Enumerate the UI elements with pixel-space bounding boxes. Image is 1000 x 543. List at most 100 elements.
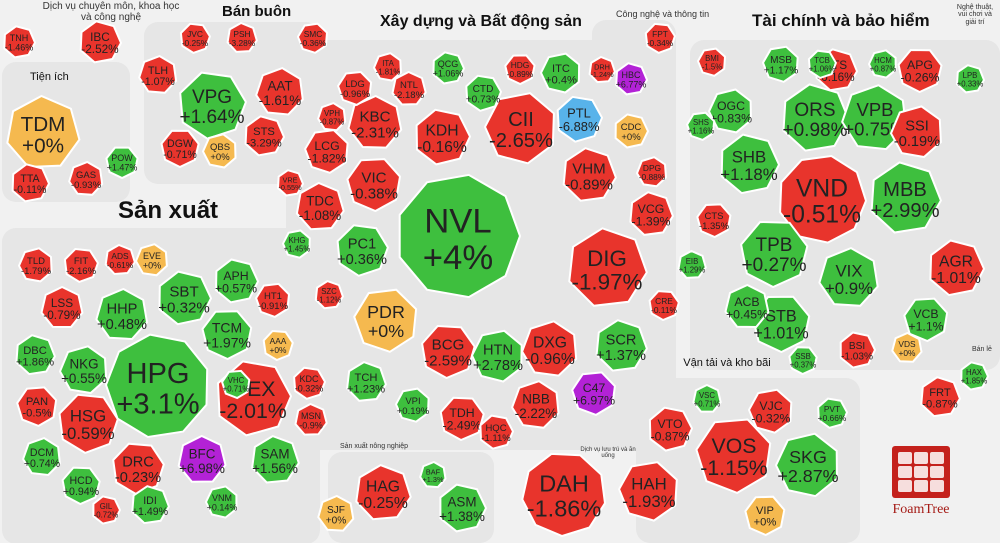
stock-cell[interactable]: SJF+0% [317, 494, 355, 532]
stock-cell[interactable]: ASM+1.38% [439, 483, 488, 533]
stock-cell[interactable]: TNH-1.46% [3, 25, 37, 59]
stock-cell-shape[interactable] [556, 95, 604, 143]
stock-cell-shape[interactable] [16, 386, 58, 428]
stock-cell-shape[interactable] [336, 224, 390, 277]
stock-cell-shape[interactable] [160, 129, 200, 169]
stock-cell-shape[interactable] [179, 71, 248, 140]
stock-cell-shape[interactable] [63, 247, 100, 284]
stock-cell[interactable]: DRC-0.23% [112, 442, 165, 496]
stock-cell-shape[interactable] [891, 331, 923, 363]
stock-cell-shape[interactable] [17, 247, 53, 283]
stock-cell[interactable]: ITC+0.4% [539, 52, 581, 94]
stock-cell-shape[interactable] [40, 285, 84, 329]
stock-cell[interactable]: QCG+1.06% [432, 51, 466, 85]
stock-cell[interactable]: CDC+0% [614, 113, 650, 149]
stock-cell-shape[interactable] [470, 329, 523, 383]
stock-cell-shape[interactable] [510, 380, 560, 429]
stock-cell[interactable]: LPB+0.33% [955, 64, 986, 94]
stock-cell-shape[interactable] [296, 22, 329, 54]
stock-cell-shape[interactable] [134, 243, 168, 277]
stock-cell[interactable]: VCG-1.39% [629, 191, 675, 236]
stock-cell[interactable]: DRH-1.24% [588, 55, 617, 84]
stock-cell-shape[interactable] [929, 239, 986, 297]
stock-cell-shape[interactable] [262, 329, 294, 362]
stock-cell[interactable]: VPG+1.64% [179, 71, 248, 140]
stock-cell-shape[interactable] [788, 346, 818, 376]
stock-cell-shape[interactable] [839, 331, 877, 369]
stock-cell-shape[interactable] [131, 485, 171, 525]
stock-cell[interactable]: IDI+1.49% [131, 485, 171, 525]
stock-cell-shape[interactable] [251, 434, 300, 484]
stock-cell-shape[interactable] [696, 203, 732, 239]
stock-cell[interactable]: LDG-0.96% [336, 70, 373, 107]
stock-cell[interactable]: PSH-3.28% [226, 21, 258, 53]
stock-cell[interactable]: ACB+0.45% [724, 283, 770, 329]
stock-cell[interactable]: VSC+0.71% [692, 383, 722, 413]
stock-cell[interactable]: SSB+0.37% [788, 346, 818, 376]
stock-cell[interactable]: TDH-2.49% [439, 396, 485, 442]
stock-cell[interactable]: VRE-0.55% [276, 169, 305, 197]
stock-cell[interactable]: HCD+0.94% [61, 466, 101, 506]
stock-cell[interactable]: BFC+6.98% [177, 434, 227, 483]
stock-cell-shape[interactable] [889, 105, 942, 159]
stock-cell-shape[interactable] [201, 310, 253, 361]
stock-cell[interactable]: FRT-0.87% [920, 376, 962, 418]
stock-cell-shape[interactable] [439, 396, 485, 442]
stock-cell[interactable]: KDC-0.32% [293, 366, 327, 400]
stock-cell[interactable]: HT1-0.91% [254, 282, 291, 319]
stock-cell-shape[interactable] [779, 154, 868, 244]
stock-cell-shape[interactable] [439, 483, 488, 533]
stock-cell-shape[interactable] [68, 160, 104, 196]
stock-cell[interactable]: C47+6.97% [571, 371, 616, 417]
stock-cell-shape[interactable] [221, 369, 251, 400]
stock-cell[interactable]: VHC+0.71% [221, 369, 251, 400]
stock-cell-shape[interactable] [588, 55, 617, 84]
stock-cell-shape[interactable] [761, 45, 799, 83]
stock-cell-shape[interactable] [244, 115, 286, 157]
stock-cell-shape[interactable] [391, 70, 427, 106]
stock-cell-shape[interactable] [11, 163, 51, 203]
stock-cell-shape[interactable] [568, 227, 648, 307]
stock-cell[interactable]: DPG-0.88% [635, 156, 668, 188]
stock-cell[interactable]: HTN+2.78% [470, 329, 523, 383]
stock-cell[interactable]: SKG+2.87% [774, 432, 839, 498]
stock-cell[interactable]: DXG-0.96% [520, 320, 578, 377]
stock-cell-shape[interactable] [346, 158, 402, 213]
stock-cell[interactable]: MSN-0.9% [294, 402, 328, 436]
stock-cell-shape[interactable] [955, 64, 986, 94]
stock-cell-shape[interactable] [720, 133, 781, 195]
stock-cell-shape[interactable] [629, 191, 675, 236]
stock-cell-shape[interactable] [415, 108, 472, 166]
stock-cell-shape[interactable] [105, 146, 139, 180]
stock-cell[interactable]: APH+0.57% [215, 258, 260, 304]
stock-cell[interactable]: BSI-1.03% [839, 331, 877, 369]
stock-cell-shape[interactable] [692, 383, 722, 413]
stock-cell-shape[interactable] [6, 94, 81, 169]
stock-cell[interactable]: PDR+0% [353, 288, 418, 353]
stock-cell[interactable]: TPB+0.27% [740, 220, 809, 289]
stock-cell[interactable]: TDM+0% [6, 94, 81, 169]
stock-cell-shape[interactable] [677, 249, 707, 279]
stock-cell[interactable]: APG-0.26% [897, 48, 943, 94]
stock-cell-shape[interactable] [281, 229, 311, 259]
stock-cell[interactable]: VIP+0% [744, 495, 786, 537]
stock-cell-shape[interactable] [158, 270, 213, 326]
stock-cell-shape[interactable] [293, 366, 327, 400]
stock-cell-shape[interactable] [15, 334, 57, 376]
stock-cell[interactable]: BAF+1.3% [419, 460, 447, 489]
stock-cell-shape[interactable] [465, 74, 503, 112]
stock-cell-shape[interactable] [635, 156, 668, 188]
stock-cell[interactable]: SHS+1.16% [685, 111, 716, 142]
stock-cell[interactable]: CRE-0.11% [648, 290, 680, 322]
stock-cell[interactable]: CTD+0.73% [465, 74, 503, 112]
stock-cell[interactable]: DAH-1.86% [521, 452, 607, 538]
stock-cell[interactable]: GAS-0.93% [68, 160, 104, 196]
stock-cell-shape[interactable] [419, 460, 447, 489]
stock-cell-shape[interactable] [295, 181, 345, 231]
stock-cell-shape[interactable] [897, 48, 943, 94]
stock-cell-shape[interactable] [346, 360, 388, 402]
stock-cell[interactable]: VOS-1.15% [695, 418, 772, 495]
stock-cell[interactable]: HHP+0.48% [95, 287, 149, 341]
stock-cell[interactable]: POW+1.47% [105, 146, 139, 180]
stock-cell[interactable]: AGR-1.01% [929, 239, 986, 297]
